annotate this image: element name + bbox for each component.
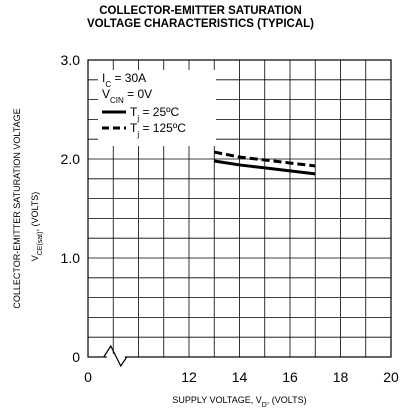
- x-tick-label: 16: [282, 369, 298, 385]
- condition-ic: IC = 30A: [102, 71, 146, 89]
- y-axis-label: COLLECTOR-EMITTER SATURATION VOLTAGE: [12, 108, 22, 308]
- y-tick-label: 1.0: [61, 250, 81, 266]
- legend-label: Tj = 125ºC: [130, 121, 186, 139]
- chart-title: COLLECTOR-EMITTER SATURATION: [99, 5, 302, 17]
- x-tick-label: 20: [383, 369, 399, 385]
- plot-frame: [87, 59, 392, 358]
- y-tick-label: 2.0: [61, 151, 81, 167]
- axis-break-symbol: [103, 344, 128, 368]
- x-tick-label: 12: [181, 369, 197, 385]
- legend-background: [98, 70, 216, 146]
- x-tick-label: 14: [232, 369, 248, 385]
- series-line: [213, 150, 316, 168]
- x-axis-label: SUPPLY VOLTAGE, VD, (VOLTS): [172, 395, 306, 409]
- chart-subtitle: VOLTAGE CHARACTERISTICS (TYPICAL): [86, 18, 314, 30]
- x-tick-label: 18: [333, 369, 349, 385]
- series-line: [214, 159, 316, 176]
- x-tick-label: 0: [84, 369, 92, 385]
- y-tick-label: 0: [72, 349, 80, 365]
- condition-vcin: VCIN = 0V: [102, 87, 152, 105]
- y-tick-label: 3.0: [61, 52, 81, 68]
- y-axis-label-units: VCE(sat), (VOLTS): [30, 192, 44, 262]
- legend-label: Tj = 25ºC: [130, 105, 180, 123]
